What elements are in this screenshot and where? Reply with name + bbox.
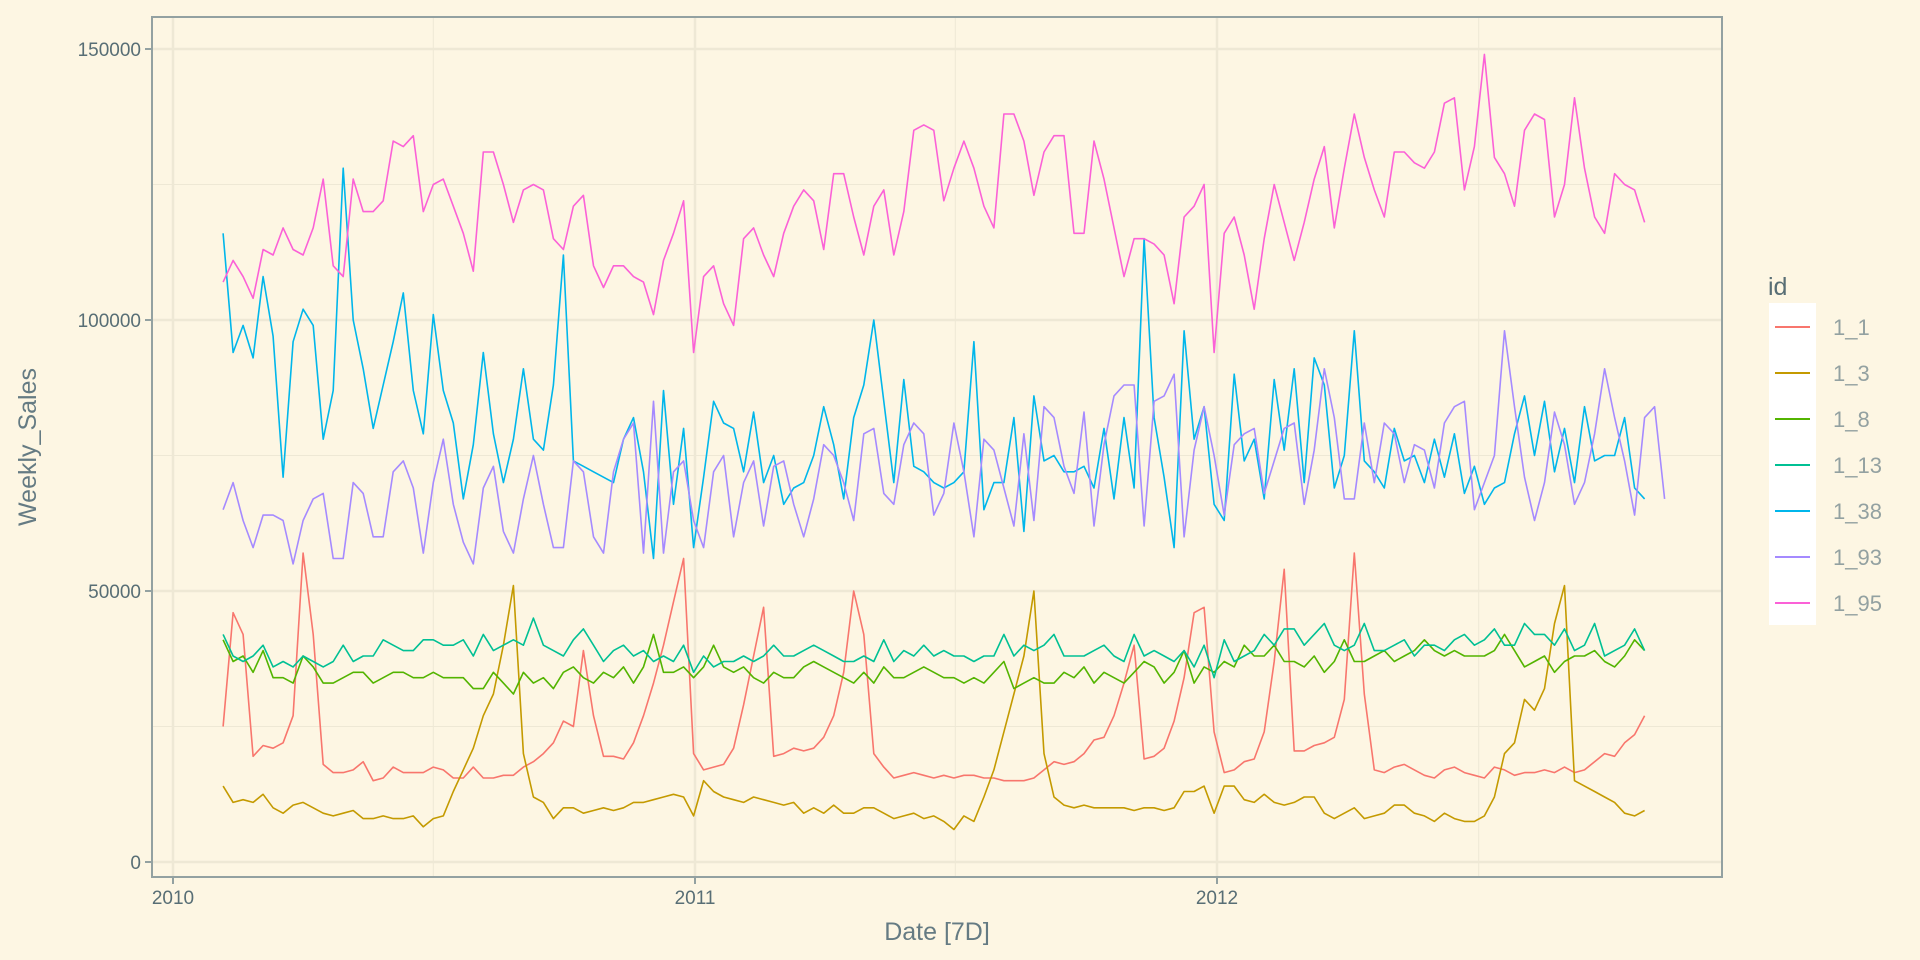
legend-label: 1_93	[1833, 545, 1882, 570]
legend-label: 1_38	[1833, 499, 1882, 524]
legend-item-1-95: 1_95	[1775, 591, 1882, 616]
series-lines	[222, 53, 1666, 831]
y-tick-label: 0	[130, 853, 141, 874]
y-axis: 0 50000 100000 150000	[78, 40, 152, 874]
y-axis-title: Weekly_Sales	[14, 368, 42, 526]
legend-label: 1_3	[1833, 361, 1870, 386]
series-line-1-3	[222, 584, 1645, 831]
y-tick-label: 150000	[78, 40, 141, 61]
y-tick-label: 50000	[88, 582, 141, 603]
legend-label: 1_95	[1833, 591, 1882, 616]
series-line-1-13	[222, 617, 1646, 679]
legend-item-1-38: 1_38	[1775, 499, 1882, 524]
legend-item-1-3: 1_3	[1775, 361, 1870, 386]
legend-label: 1_13	[1833, 453, 1882, 478]
series-line-1-38	[222, 167, 1646, 560]
x-axis-title: Date [7D]	[884, 918, 990, 946]
panel-border	[151, 16, 1723, 878]
series-line-1-8	[222, 633, 1646, 695]
legend-item-1-13: 1_13	[1775, 453, 1882, 478]
x-tick-label: 2011	[675, 888, 716, 909]
panel-background	[152, 17, 1722, 877]
x-tick-label: 2012	[1196, 888, 1238, 909]
legend-label: 1_1	[1833, 315, 1870, 340]
legend-item-1-1: 1_1	[1775, 315, 1870, 340]
series-line-1-95	[222, 53, 1646, 354]
legend-label: 1_8	[1833, 407, 1870, 432]
legend-item-1-8: 1_8	[1775, 407, 1870, 432]
legend-item-1-93: 1_93	[1775, 545, 1882, 570]
x-axis: 2010 2011 2012	[152, 877, 1238, 909]
legend: 1_1 1_3 1_8 1_13 1_38 1_93 1_95	[1775, 315, 1882, 616]
series-line-1-93	[222, 329, 1666, 565]
y-tick-label: 100000	[78, 311, 141, 332]
gridlines	[152, 17, 1722, 877]
x-tick-label: 2010	[152, 888, 194, 909]
legend-title: id	[1768, 273, 1787, 301]
